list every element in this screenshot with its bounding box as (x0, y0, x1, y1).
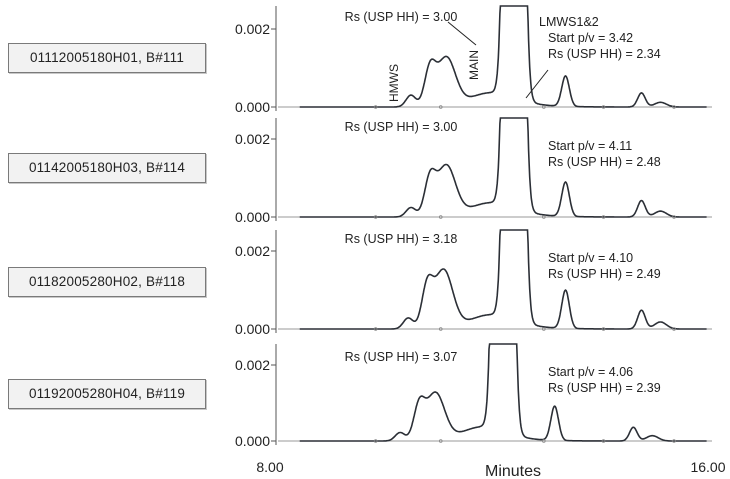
rs-main-label: Rs (USP HH) = 3.18 (345, 232, 458, 246)
rs-main-label: Rs (USP HH) = 3.07 (345, 350, 458, 364)
integration-marker (373, 439, 378, 443)
integration-marker (542, 439, 546, 443)
y-tick-label: 0.002 (235, 131, 270, 147)
y-tick-label: 0.000 (235, 433, 270, 449)
rs-annotation-line: Rs (USP HH) = 2.48 (548, 155, 661, 169)
integration-marker (601, 105, 606, 109)
integration-marker (438, 215, 443, 219)
rs-annotation-line: Start p/v = 4.11 (548, 139, 632, 153)
integration-marker (438, 327, 443, 331)
chromatogram-trace (299, 343, 707, 442)
rs-annotation-line: Rs (USP HH) = 2.49 (548, 267, 661, 281)
x-tick-label: 16.00 (690, 459, 725, 475)
integration-marker (542, 215, 546, 219)
integration-marker (672, 105, 676, 109)
rs-annotation-line: Start p/v = 4.06 (548, 365, 633, 379)
x-axis-label: Minutes (485, 463, 541, 479)
integration-marker (672, 439, 676, 443)
integration-marker (672, 327, 676, 331)
integration-marker (601, 439, 606, 443)
y-tick-label: 0.000 (235, 209, 270, 225)
lot-label: 01112005180H01, B#111 (8, 43, 206, 73)
integration-marker (373, 215, 378, 219)
y-tick-label: 0.002 (235, 357, 270, 373)
rs-pointer-line (447, 21, 477, 46)
y-tick-label: 0.000 (235, 99, 270, 115)
rs-annotation-line: Rs (USP HH) = 2.39 (548, 381, 661, 395)
lot-label: 01192005280H04, B#119 (8, 379, 206, 409)
integration-marker (373, 327, 378, 331)
integration-marker (601, 215, 606, 219)
y-tick-label: 0.000 (235, 321, 270, 337)
rs-main-label: Rs (USP HH) = 3.00 (345, 10, 458, 24)
rs-annotation-line: Start p/v = 4.10 (548, 251, 633, 265)
y-tick-label: 0.002 (235, 21, 270, 37)
rs-main-label: Rs (USP HH) = 3.00 (345, 120, 458, 134)
chromatogram-trace (299, 5, 707, 108)
chromatogram-trace (299, 117, 707, 218)
rs-annotation-line: LMWS1&2 (539, 15, 599, 29)
integration-marker (672, 215, 676, 219)
x-tick-label: 8.00 (256, 459, 283, 475)
chromatogram-trace (299, 229, 707, 330)
integration-marker (373, 105, 378, 109)
integration-marker (542, 327, 546, 331)
lmws-pointer-line (525, 69, 549, 99)
integration-marker (542, 105, 546, 109)
lot-label: 01182005280H02, B#118 (8, 267, 206, 297)
rs-annotation-line: Start p/v = 3.42 (548, 31, 633, 45)
integration-marker (438, 439, 443, 443)
rs-annotation-line: Rs (USP HH) = 2.34 (548, 47, 661, 61)
peak-label-hmws: HMWS (387, 64, 401, 102)
peak-label-main: MAIN (467, 50, 481, 80)
y-tick-label: 0.002 (235, 243, 270, 259)
lot-label: 01142005180H03, B#114 (8, 153, 206, 183)
integration-marker (438, 105, 443, 109)
integration-marker (601, 327, 606, 331)
